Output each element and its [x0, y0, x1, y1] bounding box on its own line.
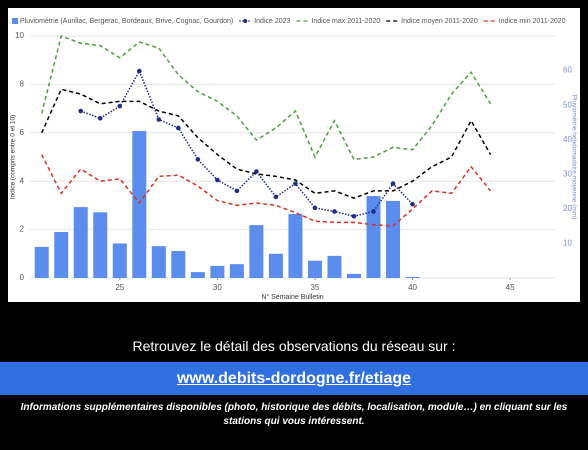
bar — [210, 265, 225, 278]
y-tick-label: 4 — [20, 176, 25, 185]
note-text: Informations supplémentaires disponibles… — [20, 402, 568, 427]
bar — [171, 251, 186, 278]
bar — [366, 196, 381, 278]
intro-text: Retrouvez le détail des observations du … — [132, 338, 456, 354]
chart: 0 2 4 6 8 10 10 20 30 40 50 60 25 30 35 40 45 N° Semaine … — [8, 8, 580, 302]
legend-swatch — [12, 18, 18, 24]
point — [351, 213, 357, 219]
bar — [54, 232, 69, 278]
y-tick-label: 2 — [20, 225, 25, 234]
bar — [327, 255, 342, 278]
line — [41, 88, 492, 199]
legend-label: Pluviométrie (Aurillac, Bergerac, Bordea… — [20, 18, 233, 25]
bar — [112, 243, 127, 278]
point — [254, 169, 259, 174]
bar — [132, 131, 147, 278]
site-link[interactable]: www.debits-dordogne.fr/etiage — [176, 370, 412, 387]
point — [176, 125, 181, 131]
point — [371, 209, 376, 214]
bar — [268, 253, 283, 278]
bar — [307, 260, 322, 278]
bar — [93, 212, 108, 278]
bar — [405, 276, 420, 278]
legend-label: Indice 2023 — [254, 18, 290, 25]
legend-label: Indice min 2011-2020 — [499, 18, 566, 25]
point — [195, 157, 201, 162]
point — [234, 188, 240, 194]
y-tick-label: 6 — [20, 128, 25, 137]
legend-label: Indice max 2011-2020 — [311, 18, 380, 25]
point — [97, 115, 103, 121]
point — [215, 177, 220, 183]
y2-tick-label: 60 — [563, 66, 572, 75]
bar — [190, 272, 205, 278]
link-band: www.debits-dordogne.fr/etiage — [0, 362, 588, 395]
y2-tick-label: 10 — [563, 239, 572, 248]
x-tick-label: 25 — [115, 283, 124, 292]
y2-tick-label: 30 — [563, 169, 572, 178]
bar — [151, 246, 166, 278]
x-tick-label: 30 — [213, 283, 222, 292]
point — [410, 201, 415, 207]
bar — [346, 273, 361, 278]
point — [117, 103, 123, 109]
point — [156, 117, 162, 122]
bar — [73, 207, 88, 278]
legend-label: Indice moyen 2011-2020 — [401, 18, 478, 25]
legend-marker — [243, 19, 248, 23]
x-tick-label: 35 — [310, 283, 319, 292]
line — [41, 154, 492, 227]
bar — [249, 225, 264, 278]
bar — [229, 264, 244, 278]
point — [293, 181, 298, 186]
x-tick-label: 45 — [506, 283, 515, 292]
y2-tick-label: 50 — [563, 100, 572, 109]
x-tick-label: 40 — [408, 283, 417, 292]
y2-axis-title: Pluviométrie hebdomadaire moyenne (mm) — [570, 95, 577, 220]
y-axis-title: Indice (compris entre 0 et 10) — [10, 115, 17, 200]
point — [332, 209, 337, 214]
point — [390, 181, 396, 186]
y2-tick-label: 20 — [563, 204, 572, 213]
y-tick-label: 8 — [20, 80, 25, 89]
point — [136, 68, 142, 74]
line — [40, 35, 492, 161]
line — [80, 69, 414, 218]
y2-tick-label: 40 — [563, 135, 572, 144]
bar — [386, 200, 401, 278]
bar — [34, 246, 49, 278]
point — [273, 194, 279, 200]
y-tick-label: 10 — [15, 31, 24, 40]
bar — [288, 214, 303, 278]
point — [312, 205, 318, 211]
y-tick-label: 0 — [20, 273, 25, 282]
x-axis-title: N° Semaine Bulletin — [261, 293, 323, 301]
point — [78, 108, 84, 114]
